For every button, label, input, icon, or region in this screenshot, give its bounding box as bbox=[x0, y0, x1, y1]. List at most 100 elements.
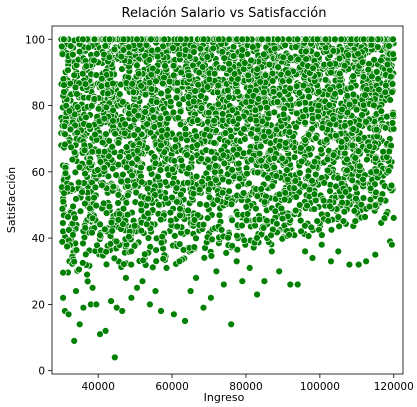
data-point bbox=[269, 87, 278, 96]
y-tick-label: 20 bbox=[32, 299, 45, 311]
data-point bbox=[121, 129, 129, 138]
data-point bbox=[130, 131, 138, 139]
data-point bbox=[354, 50, 362, 58]
data-point bbox=[114, 139, 123, 147]
data-point bbox=[78, 69, 87, 78]
data-point bbox=[313, 217, 321, 225]
data-point bbox=[349, 72, 357, 80]
data-point bbox=[331, 90, 339, 98]
data-point bbox=[164, 114, 172, 123]
data-point bbox=[101, 327, 110, 335]
data-point bbox=[88, 148, 97, 156]
data-point bbox=[377, 196, 385, 204]
data-point bbox=[348, 176, 356, 185]
data-point bbox=[181, 317, 189, 325]
data-point bbox=[202, 201, 211, 209]
data-point bbox=[240, 65, 248, 73]
data-point bbox=[224, 86, 232, 95]
data-point bbox=[359, 175, 367, 184]
data-point bbox=[360, 101, 368, 109]
data-point bbox=[125, 153, 133, 161]
data-point bbox=[343, 166, 351, 175]
data-point bbox=[343, 155, 351, 164]
data-point bbox=[293, 82, 301, 90]
data-point bbox=[241, 59, 249, 67]
data-point bbox=[209, 44, 217, 53]
data-point bbox=[112, 304, 121, 312]
data-point bbox=[240, 236, 248, 245]
data-point bbox=[65, 226, 73, 234]
data-point bbox=[70, 258, 78, 266]
data-point bbox=[69, 202, 77, 211]
data-point bbox=[64, 66, 72, 74]
data-point bbox=[292, 43, 300, 51]
data-point bbox=[169, 61, 178, 70]
data-point bbox=[210, 154, 219, 163]
data-point bbox=[275, 267, 283, 275]
data-point bbox=[271, 207, 279, 215]
data-point bbox=[341, 61, 349, 70]
data-point bbox=[88, 284, 97, 292]
data-point bbox=[133, 155, 141, 163]
data-point bbox=[171, 232, 179, 240]
data-point bbox=[293, 109, 301, 118]
data-point bbox=[291, 177, 300, 185]
data-point bbox=[272, 172, 280, 180]
data-point bbox=[147, 85, 156, 93]
data-point bbox=[349, 125, 357, 133]
data-point bbox=[225, 178, 233, 186]
data-point bbox=[303, 202, 311, 210]
data-point bbox=[108, 164, 117, 173]
data-point bbox=[165, 77, 174, 86]
data-point bbox=[147, 70, 156, 79]
data-point bbox=[318, 124, 326, 132]
data-point bbox=[205, 75, 214, 84]
data-point bbox=[104, 89, 112, 98]
data-point bbox=[326, 85, 334, 94]
data-point bbox=[102, 209, 111, 217]
data-point bbox=[171, 143, 180, 151]
data-point bbox=[323, 136, 331, 144]
data-point bbox=[81, 199, 89, 208]
data-point bbox=[363, 155, 371, 164]
data-point bbox=[90, 56, 98, 65]
data-point bbox=[206, 132, 214, 140]
data-point bbox=[334, 174, 342, 182]
data-point bbox=[170, 71, 178, 80]
data-point bbox=[189, 190, 198, 198]
data-point bbox=[325, 101, 333, 109]
data-point bbox=[304, 86, 312, 95]
data-point bbox=[310, 190, 319, 198]
data-point bbox=[267, 231, 275, 240]
data-point bbox=[389, 50, 397, 58]
data-point bbox=[129, 88, 138, 96]
data-point bbox=[186, 287, 195, 295]
data-point bbox=[67, 42, 75, 50]
data-point bbox=[340, 208, 349, 216]
data-point bbox=[292, 193, 300, 201]
data-point bbox=[172, 94, 181, 102]
data-point bbox=[349, 90, 358, 99]
data-point bbox=[93, 166, 102, 174]
data-point bbox=[184, 179, 192, 187]
data-point bbox=[327, 68, 335, 77]
data-point bbox=[285, 231, 293, 239]
data-point bbox=[122, 274, 130, 282]
data-point bbox=[293, 35, 302, 43]
data-point bbox=[71, 168, 80, 177]
data-point bbox=[314, 112, 322, 121]
data-point bbox=[60, 122, 69, 130]
data-point bbox=[135, 69, 143, 78]
data-point bbox=[228, 166, 236, 174]
data-point bbox=[183, 228, 191, 236]
data-point bbox=[240, 149, 248, 157]
x-axis-label: Ingreso bbox=[204, 391, 245, 404]
data-point bbox=[234, 182, 243, 191]
data-point bbox=[156, 114, 165, 122]
data-point bbox=[350, 207, 359, 215]
x-axis-ticks: 40000 60000 80000 100000 120000 bbox=[81, 374, 414, 393]
data-point bbox=[193, 116, 202, 124]
data-point bbox=[243, 210, 252, 218]
data-point bbox=[366, 195, 375, 204]
data-point bbox=[219, 110, 227, 118]
